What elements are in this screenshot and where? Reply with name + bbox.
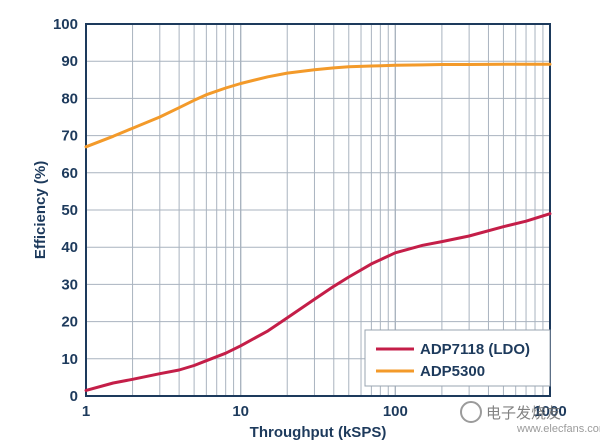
y-axis-ticks: 0 10 20 30 40 50 60 70 80 90 100: [53, 16, 78, 405]
y-axis-title: Efficiency (%): [32, 161, 49, 259]
series-line-adp7118: [84, 212, 552, 392]
x-tick-label-100: 100: [383, 403, 408, 420]
x-tick-label-1000: 1000: [533, 403, 566, 420]
watermark-text: 电子发烧友: [486, 404, 561, 422]
x-tick-label-1: 1: [82, 403, 90, 420]
y-tick-label-60: 60: [61, 165, 78, 182]
y-tick-label-90: 90: [61, 53, 78, 70]
y-tick-label-50: 50: [61, 202, 78, 219]
y-tick-label-80: 80: [61, 90, 78, 107]
y-tick-label-100: 100: [53, 16, 78, 33]
y-tick-label-0: 0: [70, 388, 78, 405]
y-tick-label-20: 20: [61, 314, 78, 331]
plot-frame: [85, 23, 551, 397]
series-line-adp5300: [84, 62, 552, 149]
x-axis-ticks: 1 10 100 1000: [82, 403, 567, 420]
series: [84, 62, 552, 392]
legend: ADP7118 (LDO) ADP5300: [364, 329, 551, 387]
watermark-logo-icon: [460, 401, 482, 423]
y-tick-label-40: 40: [61, 239, 78, 256]
watermark: 电子发烧友 www.elecfans.com: [460, 401, 600, 435]
legend-label-adp5300: ADP5300: [420, 363, 485, 380]
x-tick-label-10: 10: [232, 403, 249, 420]
y-tick-label-30: 30: [61, 276, 78, 293]
legend-box: [364, 329, 551, 387]
y-tick-label-10: 10: [61, 351, 78, 368]
x-axis-title: Throughput (kSPS): [250, 424, 387, 441]
y-tick-label-70: 70: [61, 128, 78, 145]
legend-label-adp7118: ADP7118 (LDO): [420, 341, 530, 358]
watermark-url: www.elecfans.com: [516, 423, 600, 435]
